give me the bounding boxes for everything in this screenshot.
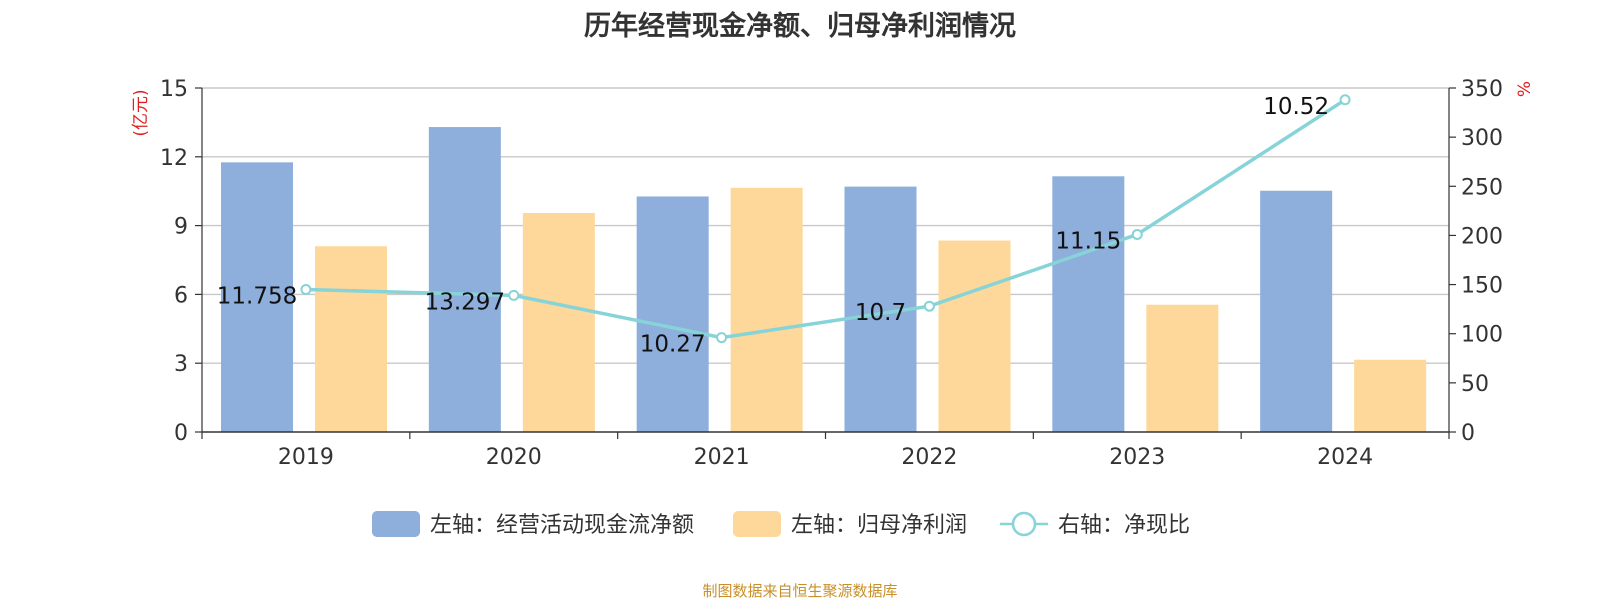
y-right-tick-label: 50 bbox=[1461, 372, 1489, 397]
y-left-unit-label: (亿元) bbox=[131, 89, 151, 136]
bar-net-profit bbox=[1354, 359, 1427, 432]
data-labels: 11.758 13.297 10.27 10.7 11.15 10.52 bbox=[217, 94, 1329, 358]
ratio-point bbox=[1339, 94, 1351, 106]
ratio-point bbox=[716, 332, 728, 344]
ratio-point bbox=[300, 283, 312, 295]
y-right-tick-label: 100 bbox=[1461, 323, 1503, 348]
legend-label-cash-flow: 左轴：经营活动现金流净额 bbox=[430, 513, 694, 538]
bar-net-profit bbox=[315, 246, 387, 432]
cash-flow-data-label: 10.7 bbox=[855, 300, 906, 326]
y-left-tick-label: 0 bbox=[174, 421, 188, 446]
bar-net-profit bbox=[522, 212, 595, 432]
ratio-point bbox=[1131, 228, 1143, 240]
legend-label-net-profit: 左轴：归母净利润 bbox=[791, 513, 967, 538]
cash-flow-data-label: 11.15 bbox=[1055, 228, 1121, 254]
y-right-tick-label: 0 bbox=[1461, 421, 1475, 446]
legend-swatch-cash-flow bbox=[372, 511, 420, 537]
x-axis-tick-label: 2024 bbox=[1317, 445, 1373, 470]
y-right-unit-label: % bbox=[1515, 81, 1535, 97]
bar-net-profit bbox=[938, 240, 1011, 432]
grid-lines bbox=[202, 87, 1449, 364]
bar-cash-flow bbox=[636, 196, 709, 432]
ratio-line bbox=[300, 94, 1351, 344]
y-left-tick-label: 15 bbox=[160, 77, 188, 102]
bar-cash-flow bbox=[428, 127, 501, 432]
y-left-tick-label: 12 bbox=[160, 146, 188, 171]
cash-flow-data-label: 10.52 bbox=[1263, 94, 1329, 120]
x-axis-tick-label: 2019 bbox=[278, 445, 334, 470]
x-axis-tick-label: 2020 bbox=[486, 445, 542, 470]
bar-cash-flow bbox=[221, 162, 293, 433]
legend-label-ratio: 右轴：净现比 bbox=[1058, 513, 1190, 538]
x-axis-tick-label: 2022 bbox=[901, 445, 957, 470]
bar-cash-flow bbox=[1052, 176, 1125, 432]
chart-title: 历年经营现金净额、归母净利润情况 bbox=[584, 11, 1016, 42]
y-left-tick-label: 3 bbox=[174, 352, 188, 377]
bars bbox=[221, 127, 1427, 433]
ratio-series-line bbox=[305, 98, 1347, 340]
bar-net-profit bbox=[730, 187, 803, 432]
y-right-tick-label: 300 bbox=[1461, 126, 1503, 151]
y-left-tick-label: 6 bbox=[174, 283, 188, 308]
data-source-note: 制图数据来自恒生聚源数据库 bbox=[702, 582, 898, 600]
cash-flow-data-label: 13.297 bbox=[425, 289, 505, 315]
bar-cash-flow bbox=[1260, 190, 1333, 432]
ratio-point bbox=[923, 300, 935, 312]
y-right-tick-label: 150 bbox=[1461, 274, 1503, 299]
legend[interactable]: 左轴：经营活动现金流净额 左轴：归母净利润 右轴：净现比 bbox=[372, 511, 1190, 538]
y-right-tick-label: 250 bbox=[1461, 175, 1503, 200]
y-right-tick-label: 350 bbox=[1461, 77, 1503, 102]
cash-flow-data-label: 11.758 bbox=[217, 283, 297, 309]
cash-flow-data-label: 10.27 bbox=[640, 332, 706, 358]
ratio-point bbox=[508, 289, 520, 301]
bar-net-profit bbox=[1146, 304, 1219, 432]
legend-swatch-ratio-marker bbox=[1011, 511, 1037, 537]
legend-swatch-net-profit bbox=[733, 511, 781, 537]
x-axis-tick-label: 2021 bbox=[694, 445, 750, 470]
y-right-tick-label: 200 bbox=[1461, 224, 1503, 249]
x-axis-tick-label: 2023 bbox=[1109, 445, 1165, 470]
y-left-tick-label: 9 bbox=[174, 215, 188, 240]
